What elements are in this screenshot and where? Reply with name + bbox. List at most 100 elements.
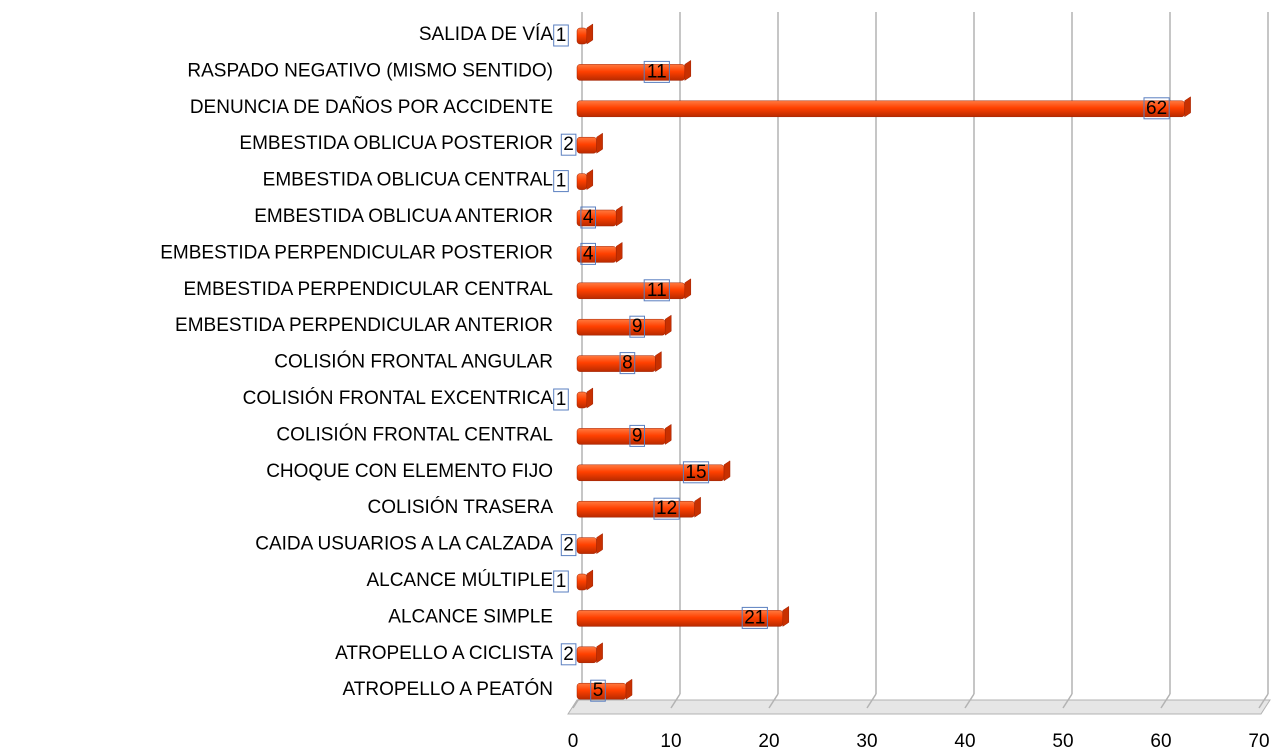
data-label-box <box>1143 97 1170 120</box>
x-tick-label: 10 <box>660 731 681 752</box>
data-label: 2 <box>563 134 574 155</box>
data-label: 1 <box>556 389 567 410</box>
data-label: 2 <box>563 535 574 556</box>
data-label-box <box>643 279 670 302</box>
data-label: 11 <box>647 280 667 301</box>
data-label: 11 <box>647 61 667 82</box>
data-label-box <box>619 352 636 375</box>
y-tick-label: EMBESTIDA PERPENDICULAR ANTERIOR <box>175 315 553 336</box>
data-label-box <box>629 315 646 338</box>
tick-mark <box>768 693 779 709</box>
y-tick-label: COLISIÓN FRONTAL EXCENTRICA <box>243 387 554 409</box>
data-label-box <box>580 206 597 229</box>
bar-end <box>723 460 731 482</box>
tick-mark <box>964 693 975 709</box>
bar-end <box>694 496 701 518</box>
bar <box>576 27 588 45</box>
data-label-box <box>553 388 569 411</box>
y-tick-label: ATROPELLO A PEATÓN <box>343 678 553 700</box>
data-label-box <box>580 242 597 265</box>
y-tick-label: ATROPELLO A CICLISTA <box>335 643 553 664</box>
data-label-box <box>560 133 577 156</box>
x-tick-label: 50 <box>1052 731 1073 752</box>
y-tick-label: EMBESTIDA PERPENDICULAR CENTRAL <box>183 279 553 300</box>
data-label: 9 <box>632 425 643 446</box>
x-tick-label: 60 <box>1150 731 1171 752</box>
bar-end <box>782 605 790 627</box>
y-tick-label: CHOQUE CON ELEMENTO FIJO <box>266 461 553 482</box>
x-tick-label: 0 <box>568 731 579 752</box>
data-label: 62 <box>1146 98 1167 119</box>
data-label: 9 <box>632 316 643 337</box>
bar-end <box>655 351 662 373</box>
data-label: 15 <box>685 462 706 483</box>
bar <box>576 391 588 409</box>
bar-end <box>586 387 594 409</box>
y-tick-label: COLISIÓN TRASERA <box>368 496 554 518</box>
data-label: 5 <box>593 680 604 701</box>
data-label: 1 <box>556 25 567 46</box>
data-label-box <box>741 606 768 629</box>
y-tick-label: CAIDA USUARIOS A LA CALZADA <box>255 534 553 555</box>
y-tick-label: ALCANCE SIMPLE <box>388 606 553 627</box>
data-label: 21 <box>744 607 765 628</box>
data-label-box <box>553 170 569 193</box>
data-label-box <box>553 570 569 593</box>
bar-end <box>1184 96 1191 118</box>
data-label: 2 <box>563 644 574 665</box>
bar-end <box>684 278 692 300</box>
tick-mark <box>1160 693 1171 709</box>
y-tick-label: COLISIÓN FRONTAL CENTRAL <box>276 423 553 445</box>
bar-end <box>586 23 594 45</box>
bar-end <box>586 169 594 191</box>
bar <box>576 136 597 154</box>
bar-end <box>596 132 603 154</box>
bar <box>576 428 666 445</box>
bar <box>576 537 597 554</box>
x-tick-label: 20 <box>758 731 779 752</box>
y-tick-label: DENUNCIA DE DAÑOS POR ACCIDENTE <box>190 96 553 118</box>
data-label: 12 <box>656 498 677 519</box>
data-label-box <box>553 24 569 47</box>
bar-end <box>615 241 623 263</box>
data-label: 4 <box>583 243 594 264</box>
data-label-box <box>560 534 577 557</box>
bar-end <box>664 423 672 445</box>
y-tick-label: EMBESTIDA OBLICUA POSTERIOR <box>239 133 553 154</box>
data-label: 1 <box>556 571 567 592</box>
y-tick-label: EMBESTIDA PERPENDICULAR POSTERIOR <box>160 242 553 263</box>
data-label-box <box>560 643 577 666</box>
bar-end <box>596 642 603 664</box>
data-label: 4 <box>583 207 594 228</box>
axis-floor <box>567 699 1271 715</box>
bar-end <box>596 533 603 555</box>
tick-mark <box>1258 693 1269 709</box>
y-tick-label: EMBESTIDA OBLICUA ANTERIOR <box>254 206 553 227</box>
bar <box>576 355 656 372</box>
bar-end <box>684 59 692 81</box>
bar <box>576 100 1185 118</box>
bar-end <box>664 314 672 336</box>
data-label: 8 <box>622 353 633 374</box>
bar <box>576 573 588 591</box>
data-label-box <box>653 497 680 520</box>
data-label-box <box>682 461 710 484</box>
x-tick-label: 30 <box>856 731 877 752</box>
y-tick-label: EMBESTIDA OBLICUA CENTRAL <box>263 170 553 191</box>
bar <box>576 282 686 300</box>
y-tick-label: RASPADO NEGATIVO (MISMO SENTIDO) <box>187 60 553 81</box>
y-tick-label: COLISIÓN FRONTAL ANGULAR <box>274 351 553 373</box>
data-label-box <box>643 60 670 83</box>
y-tick-label: ALCANCE MÚLTIPLE <box>366 569 553 591</box>
data-label-box <box>590 679 606 702</box>
bar-end <box>586 569 594 591</box>
x-tick-label: 40 <box>954 731 975 752</box>
tick-mark <box>670 693 681 709</box>
bar <box>576 64 686 81</box>
bar <box>576 646 597 664</box>
bar <box>576 318 666 336</box>
x-tick-label: 70 <box>1248 731 1269 752</box>
bar-end <box>615 205 623 227</box>
tick-mark <box>866 693 877 709</box>
